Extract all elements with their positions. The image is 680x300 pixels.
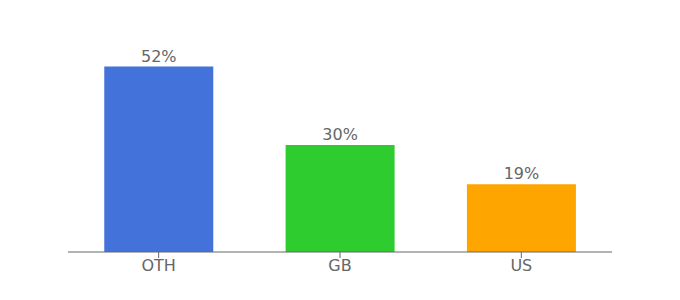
svg-text:US: US [510, 256, 532, 275]
svg-text:19%: 19% [504, 164, 540, 183]
svg-text:OTH: OTH [141, 256, 175, 275]
svg-text:52%: 52% [141, 47, 177, 66]
svg-text:GB: GB [328, 256, 351, 275]
svg-text:30%: 30% [322, 125, 358, 144]
